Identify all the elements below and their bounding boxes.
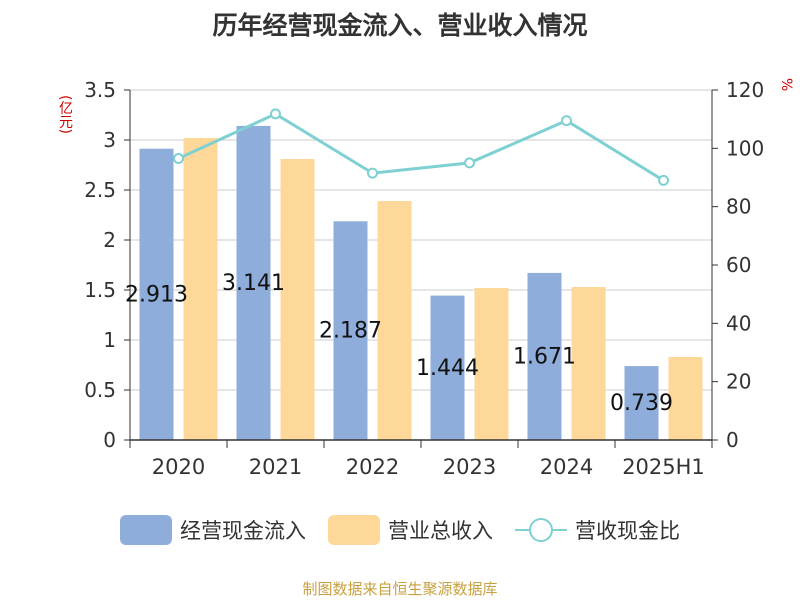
- line-point-ratio: [658, 174, 669, 186]
- bar-cash-inflow: [236, 125, 271, 441]
- right-tick-label: 100: [726, 136, 764, 160]
- bar-revenue: [668, 357, 703, 440]
- line-ratio: [177, 112, 665, 182]
- legend-swatch-ratio: [515, 515, 567, 545]
- x-tick-label: 2022: [346, 455, 399, 479]
- right-tick-label: 40: [726, 311, 751, 335]
- right-tick-label: 20: [726, 370, 751, 394]
- legend-swatch-cash-inflow: [120, 515, 172, 545]
- legend-swatch-revenue: [328, 515, 380, 545]
- bar-data-label: 1.444: [416, 356, 479, 381]
- bar-revenue: [571, 287, 606, 440]
- left-tick-label: 2: [103, 228, 116, 252]
- data-source-note: 制图数据来自恒生聚源数据库: [302, 580, 498, 598]
- x-tick-label: 2021: [249, 455, 302, 479]
- legend-item-ratio[interactable]: 营收现金比: [515, 515, 680, 545]
- left-tick-label: 0: [103, 428, 116, 452]
- left-tick-label: 1: [103, 328, 116, 352]
- legend-label-revenue: 营业总收入: [388, 519, 493, 543]
- bar-cash-inflow: [139, 148, 174, 440]
- x-tick-label: 2024: [540, 455, 593, 479]
- right-tick-label: 60: [726, 253, 751, 277]
- bar-data-label: 1.671: [513, 344, 576, 369]
- bar-revenue: [474, 288, 509, 440]
- bar-revenue: [280, 159, 315, 440]
- bar-cash-inflow: [624, 366, 659, 440]
- legend-item-cash-inflow[interactable]: 经营现金流入: [120, 515, 306, 545]
- line-point-ratio: [270, 108, 281, 120]
- legend: 经营现金流入 营业总收入 营收现金比: [0, 515, 800, 545]
- x-tick-label: 2023: [443, 455, 496, 479]
- bar-data-label: 2.187: [319, 319, 382, 344]
- bar-cash-inflow: [527, 272, 562, 440]
- left-tick-label: 2.5: [84, 178, 116, 202]
- right-axis-unit: %: [778, 78, 794, 92]
- right-tick-label: 0: [726, 428, 739, 452]
- line-point-ratio: [464, 157, 475, 169]
- line-point-ratio: [173, 153, 184, 165]
- chart-title: 历年经营现金流入、营业收入情况: [212, 11, 588, 40]
- left-tick-label: 3.5: [84, 78, 116, 102]
- bar-cash-inflow: [430, 295, 465, 440]
- bar-data-label: 2.913: [125, 282, 188, 307]
- legend-item-revenue[interactable]: 营业总收入: [328, 515, 493, 545]
- line-point-ratio: [367, 167, 378, 179]
- right-tick-label: 80: [726, 195, 751, 219]
- bar-data-label: 0.739: [610, 391, 673, 416]
- right-tick-label: 120: [726, 78, 764, 102]
- x-tick-label: 2025H1: [622, 455, 705, 479]
- bar-cash-inflow: [333, 221, 368, 440]
- bar-revenue: [183, 138, 218, 440]
- left-tick-label: 0.5: [84, 378, 116, 402]
- chart-plot: 0 0.5 1 1.5 2 2.5 3 3.5 0 20 40 60 80 100 120 2020 2021 2…: [84, 78, 764, 479]
- bar-data-label: 3.141: [222, 271, 285, 296]
- left-tick-label: 1.5: [84, 278, 116, 302]
- line-point-ratio: [561, 115, 572, 127]
- left-axis-unit: (亿元): [57, 95, 73, 134]
- legend-label-ratio: 营收现金比: [575, 519, 680, 543]
- x-tick-label: 2020: [152, 455, 205, 479]
- left-tick-label: 3: [103, 128, 116, 152]
- legend-label-cash-inflow: 经营现金流入: [180, 519, 306, 543]
- bar-revenue: [377, 201, 412, 440]
